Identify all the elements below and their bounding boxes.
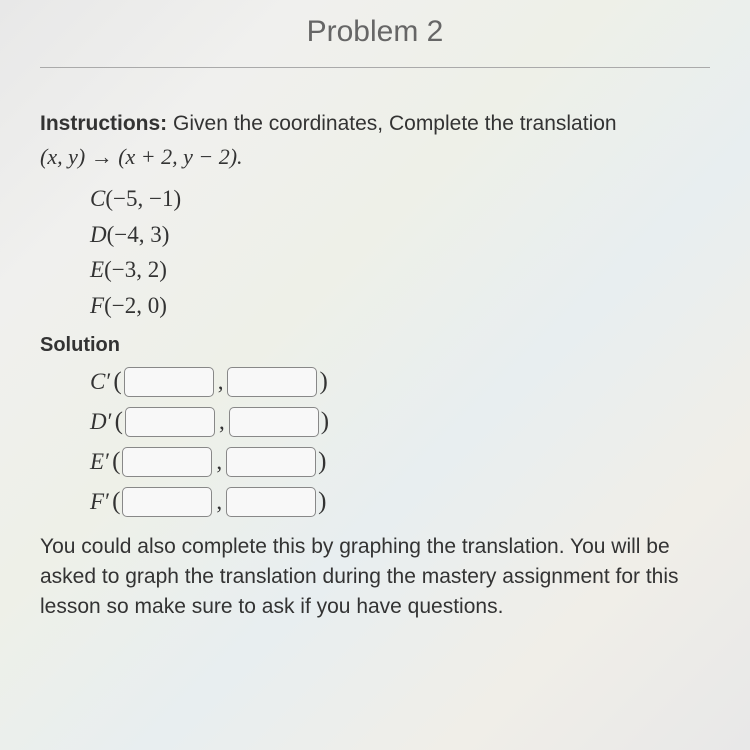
solution-row-c: C′ ( , ) — [90, 367, 710, 397]
paren-open: ( — [112, 448, 120, 476]
footer-note: You could also complete this by graphing… — [40, 532, 710, 623]
paren-close: ) — [321, 408, 329, 436]
instructions-text: Given the coordinates, Complete the tran… — [173, 112, 617, 135]
point-c-label: C — [90, 186, 105, 211]
translation-rule: (x, y) → (x + 2, y − 2). — [40, 144, 243, 169]
solution-row-e: E′ ( , ) — [90, 447, 710, 477]
solution-inputs: C′ ( , ) D′ ( , ) E′ ( , ) F′ ( , ) — [40, 367, 710, 517]
solution-heading: Solution — [40, 334, 710, 357]
c-prime-label: C′ — [90, 369, 111, 395]
e-prime-label: E′ — [90, 449, 110, 475]
comma: , — [219, 409, 225, 435]
divider-line — [40, 67, 710, 68]
f-prime-y-input[interactable] — [226, 487, 316, 517]
problem-title: Problem 2 — [40, 15, 710, 49]
f-prime-x-input[interactable] — [122, 487, 212, 517]
solution-row-f: F′ ( , ) — [90, 487, 710, 517]
paren-close: ) — [318, 448, 326, 476]
paren-close: ) — [318, 488, 326, 516]
comma: , — [216, 489, 222, 515]
instructions-label: Instructions: — [40, 112, 167, 135]
c-prime-y-input[interactable] — [227, 367, 317, 397]
point-f-label: F — [90, 293, 104, 318]
comma: , — [218, 369, 224, 395]
paren-close: ) — [319, 368, 327, 396]
f-prime-label: F′ — [90, 489, 110, 515]
point-e: E(−3, 2) — [90, 252, 710, 288]
point-d-value: (−4, 3) — [107, 222, 170, 247]
paren-open: ( — [115, 408, 123, 436]
point-d: D(−4, 3) — [90, 217, 710, 253]
point-c-value: (−5, −1) — [105, 186, 181, 211]
d-prime-x-input[interactable] — [125, 407, 215, 437]
d-prime-label: D′ — [90, 409, 113, 435]
point-c: C(−5, −1) — [90, 181, 710, 217]
point-e-value: (−3, 2) — [104, 257, 167, 282]
paren-open: ( — [112, 488, 120, 516]
arrow-icon: → — [91, 144, 113, 169]
e-prime-y-input[interactable] — [226, 447, 316, 477]
d-prime-y-input[interactable] — [229, 407, 319, 437]
solution-row-d: D′ ( , ) — [90, 407, 710, 437]
given-points: C(−5, −1) D(−4, 3) E(−3, 2) F(−2, 0) — [40, 181, 710, 324]
c-prime-x-input[interactable] — [124, 367, 214, 397]
paren-open: ( — [113, 368, 121, 396]
instructions-block: Instructions: Given the coordinates, Com… — [40, 108, 710, 173]
rule-right: (x + 2, y − 2). — [118, 144, 242, 169]
point-f-value: (−2, 0) — [104, 293, 167, 318]
e-prime-x-input[interactable] — [122, 447, 212, 477]
rule-left: (x, y) — [40, 144, 85, 169]
point-f: F(−2, 0) — [90, 288, 710, 324]
point-d-label: D — [90, 222, 107, 247]
comma: , — [216, 449, 222, 475]
point-e-label: E — [90, 257, 104, 282]
